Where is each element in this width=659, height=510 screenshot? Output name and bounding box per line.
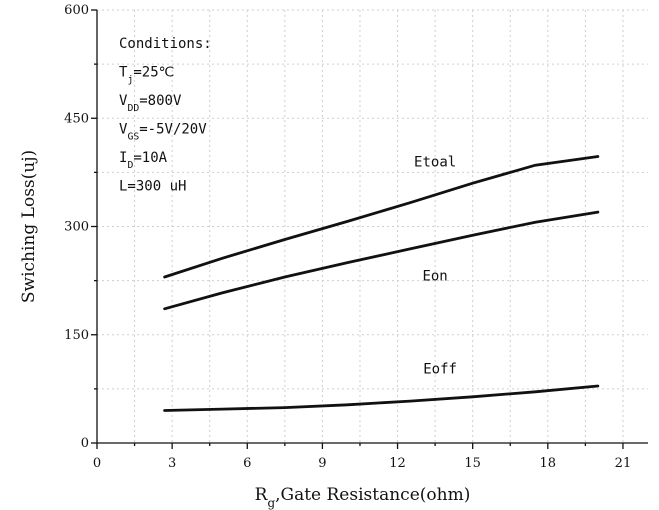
axis-titles: Rg,Gate Resistance(ohm) Swiching Loss(uj) [19,150,470,510]
tick-labels: 0 3 6 9 12 15 18 21 0 150 300 450 600 [64,3,631,471]
grid [97,9,648,443]
x-tick-label: 9 [318,456,326,471]
axes [91,9,648,449]
series-line-etoal [163,155,600,279]
x-tick-label: 0 [93,456,101,471]
condition-line: VGS=-5V/20V [119,122,207,143]
condition-line: L=300 uH [119,179,186,195]
series-labels: Etoal Eon Eoff [414,155,457,378]
x-tick-label: 3 [168,456,176,471]
x-axis-title: Rg,Gate Resistance(ohm) [255,485,471,510]
x-tick-label: 12 [389,456,406,471]
y-tick-label: 300 [64,220,89,235]
x-tick-label: 18 [540,456,557,471]
y-tick-label: 600 [64,3,89,18]
series-lines [163,155,600,412]
condition-line: Conditions: [119,36,212,52]
x-tick-label: 6 [243,456,251,471]
y-tick-label: 150 [64,328,89,343]
conditions-box: Conditions: Tj=25℃ VDD=800V VGS=-5V/20V ID=1… [119,36,212,195]
series-label-eon: Eon [422,269,447,285]
x-tick-label: 15 [464,456,481,471]
x-tick-label: 21 [615,456,632,471]
condition-line: VDD=800V [119,93,182,114]
condition-line: Tj=25℃ [119,65,174,86]
condition-line: ID=10A [119,150,168,171]
series-label-eoff: Eoff [423,362,457,378]
series-line-eoff [163,384,600,412]
y-axis-title: Swiching Loss(uj) [19,150,39,303]
series-label-etoal: Etoal [414,155,456,171]
y-tick-label: 450 [64,111,89,126]
y-tick-label: 0 [81,436,89,451]
series-line-eon [163,210,600,311]
